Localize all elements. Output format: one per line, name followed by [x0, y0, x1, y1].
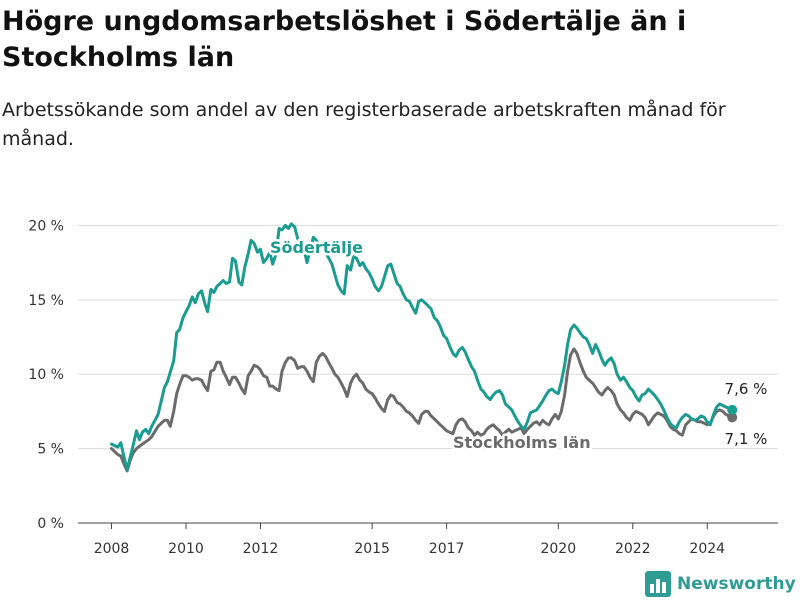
series-label-sodertalje-halo: Södertälje	[270, 238, 363, 257]
end-label-sodertalje-halo: 7,6 %	[725, 380, 768, 398]
y-tick-label-15: 15 %	[28, 293, 64, 309]
newsworthy-logo: Newsworthy	[645, 571, 796, 597]
end-label-stockholm: 7,1 %	[725, 430, 768, 448]
grid-lines	[78, 224, 778, 450]
end-label-stockholm-halo: 7,1 %	[725, 430, 768, 448]
bar-chart-icon	[645, 571, 671, 597]
x-tick-label-2022: 2022	[615, 541, 651, 557]
y-tick-label-10: 10 %	[28, 367, 64, 383]
x-tick-label-2015: 2015	[354, 541, 390, 557]
chart-subtitle: Arbetssökande som andel av den registerb…	[2, 99, 726, 150]
series-line-stockholm	[110, 347, 734, 473]
x-tick-label-2024: 2024	[689, 541, 725, 557]
x-tick-label-2008: 2008	[94, 541, 130, 557]
series-label-stockholm: Stockholms län	[453, 433, 591, 452]
x-axis: 2008 2010 2012 2015 2017 2020 2022 2024	[78, 522, 778, 557]
x-tick-label-2017: 2017	[429, 541, 465, 557]
series-label-stockholm-halo: Stockholms län	[453, 433, 591, 452]
series-endpoint-sodertalje	[727, 404, 738, 415]
chart-title: Högre ungdomsarbetslöshet i Södertälje ä…	[2, 6, 687, 73]
series-label-sodertalje: Södertälje	[270, 238, 363, 257]
y-axis: 0 % 5 % 10 % 15 % 20 %	[28, 218, 64, 532]
series-lines	[110, 222, 738, 473]
end-label-sodertalje: 7,6 %	[725, 380, 768, 398]
x-tick-label-2020: 2020	[540, 541, 576, 557]
y-tick-label-5: 5 %	[37, 442, 64, 458]
logo-text: Newsworthy	[677, 574, 796, 594]
y-tick-label-0: 0 %	[37, 516, 64, 532]
x-tick-label-2012: 2012	[243, 541, 279, 557]
x-tick-label-2010: 2010	[168, 541, 204, 557]
y-tick-label-20: 20 %	[28, 218, 64, 234]
series-endpoint-stockholm	[727, 412, 738, 423]
series-line-sodertalje	[110, 222, 734, 471]
